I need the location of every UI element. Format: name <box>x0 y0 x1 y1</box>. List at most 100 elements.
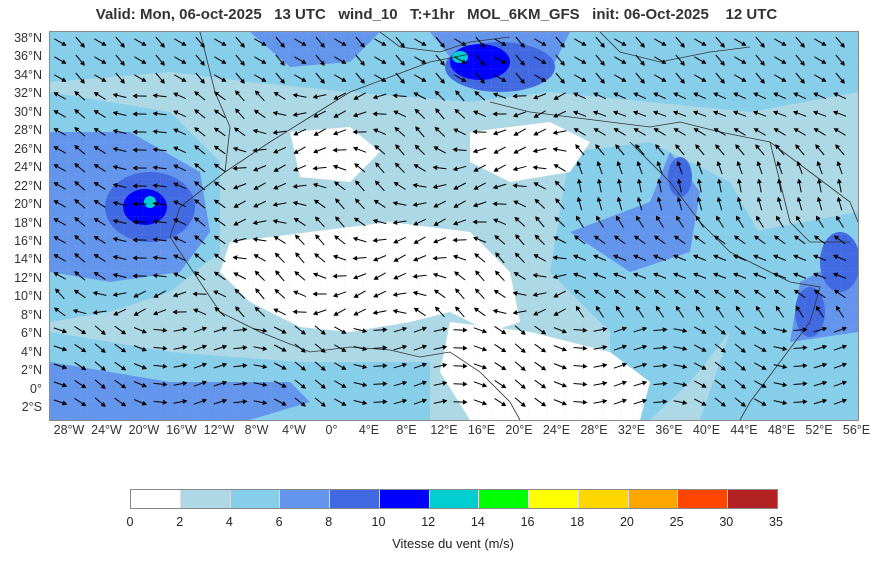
wind-arrow-head <box>372 218 378 224</box>
wind-arrow-head <box>312 310 319 316</box>
wind-arrow-head <box>693 92 699 98</box>
wind-arrow-head <box>100 401 106 407</box>
lon-label: 24°E <box>542 423 571 437</box>
wind-arrow-head <box>120 347 127 353</box>
wind-arrow-head <box>281 383 287 388</box>
wind-arrow-head <box>553 113 559 118</box>
wind-arrow-head <box>455 288 460 294</box>
wind-arrow-head <box>79 60 85 66</box>
wind-arrow-head <box>493 218 499 224</box>
wind-arrow-head <box>561 382 567 388</box>
wind-arrow-head <box>676 160 682 167</box>
wind-arrow-head <box>453 203 459 208</box>
wind-arrow-head <box>312 272 319 278</box>
wind-arrow-head <box>252 220 258 226</box>
wind-arrow-head <box>633 254 639 260</box>
wind-arrow-head <box>354 198 360 204</box>
wind-arrow-head <box>715 305 721 311</box>
wind-arrow-head <box>362 382 368 388</box>
colorbar-segment <box>628 490 679 508</box>
wind-arrow-head <box>393 274 399 280</box>
wind-arrow-head <box>300 383 306 389</box>
wind-arrow-head <box>661 59 667 64</box>
wind-arrow-head <box>152 237 158 243</box>
wind-arrow-head <box>279 78 285 84</box>
wind-arrow-head <box>461 59 467 64</box>
colorbar-tick-label: 30 <box>719 515 734 529</box>
wind-arrow-head <box>815 305 821 311</box>
wind-arrow-head <box>172 292 179 298</box>
wind-arrow-head <box>232 165 238 171</box>
wind-arrow-head <box>561 400 567 406</box>
wind-arrow-head <box>421 398 428 404</box>
wind-arrow-head <box>761 347 767 352</box>
lat-label: 0° <box>30 381 42 396</box>
wind-arrow-head <box>462 327 468 333</box>
wind-arrow-head <box>120 383 127 389</box>
wind-arrow-head <box>701 383 707 388</box>
wind-arrow-head <box>281 365 287 370</box>
wind-arrow-head <box>513 272 519 277</box>
wind-arrow-head <box>74 109 80 115</box>
wind-arrow-head <box>413 239 419 244</box>
wind-arrow-head <box>679 78 685 84</box>
wind-arrow-head <box>512 166 518 172</box>
wind-arrow-head <box>433 203 439 208</box>
wind-arrow-head <box>132 201 138 207</box>
wind-arrow-head <box>552 130 558 136</box>
lon-label: 32°E <box>617 423 646 437</box>
wind-arrow-head <box>292 309 298 315</box>
wind-arrow-head <box>454 271 460 277</box>
wind-arrow-head <box>733 289 740 295</box>
wind-arrow-head <box>332 254 339 260</box>
wind-arrow-head <box>582 363 588 369</box>
wind-arrow-head <box>173 92 179 98</box>
wind-arrow-head <box>793 289 800 295</box>
wind-arrow-head <box>720 347 726 353</box>
wind-arrow-head <box>775 144 781 150</box>
wind-arrow-head <box>782 364 788 370</box>
wind-arrow-head <box>53 182 59 187</box>
wind-arrow-head <box>652 110 659 116</box>
wind-arrow-head <box>815 215 821 221</box>
wind-arrow-head <box>375 162 380 168</box>
wind-arrow-head <box>540 329 547 335</box>
wind-arrow-head <box>61 400 68 406</box>
wind-arrow-head <box>493 167 499 172</box>
colorbar-tick-label: 8 <box>325 515 333 529</box>
wind-arrow-head <box>512 112 519 118</box>
wind-arrow-head <box>494 270 500 276</box>
wind-arrow-head <box>314 253 320 259</box>
wind-arrow-head <box>101 77 107 82</box>
wind-arrow-head <box>633 235 640 241</box>
lon-label: 12°E <box>430 423 458 437</box>
wind-arrow-head <box>813 92 819 98</box>
wind-arrow-head <box>519 78 525 84</box>
wind-arrow-head <box>599 42 605 48</box>
wind-arrow-head <box>501 77 507 82</box>
wind-arrow-head <box>432 184 438 190</box>
wind-arrow-head <box>194 217 200 223</box>
wind-arrow-head <box>333 311 339 316</box>
wind-arrow-head <box>112 272 118 278</box>
wind-arrow-head <box>53 254 59 259</box>
wind-arrow-head <box>752 110 759 116</box>
wind-arrow-head <box>676 196 682 202</box>
wind-arrow-head <box>93 254 99 259</box>
wind-arrow-head <box>616 196 622 202</box>
wind-arrow-head <box>442 380 448 386</box>
wind-arrow-head <box>112 200 118 206</box>
wind-arrow-head <box>120 329 127 335</box>
wind-arrow-head <box>701 329 707 334</box>
wind-arrow-head <box>816 178 822 184</box>
wind-arrow-head <box>261 77 267 82</box>
wind-arrow-head <box>835 215 841 221</box>
wind-arrow-head <box>833 235 840 241</box>
wind-arrow-head <box>593 254 599 260</box>
wind-arrow-head <box>93 164 99 169</box>
wind-arrow-head <box>696 160 702 167</box>
wind-arrow-head <box>414 144 420 150</box>
wind-arrow-head <box>793 92 799 98</box>
wind-arrow-head <box>382 399 388 405</box>
wind-arrow-head <box>402 362 408 368</box>
